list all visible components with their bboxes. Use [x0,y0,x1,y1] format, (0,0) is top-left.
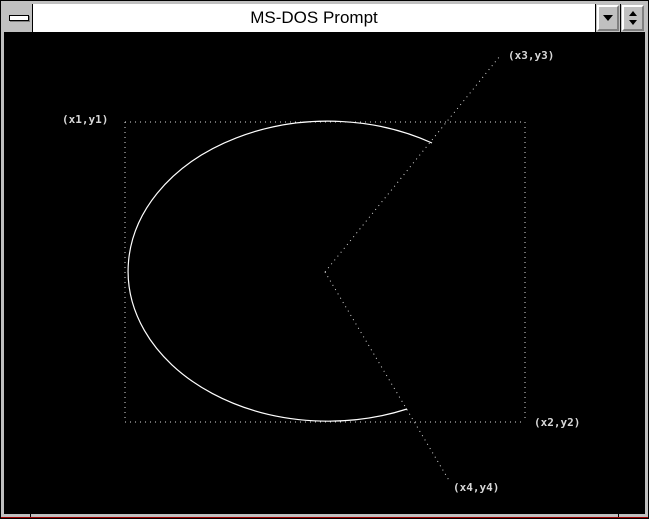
title-bar[interactable]: MS-DOS Prompt [4,4,645,33]
window-bottom-border[interactable] [1,514,648,518]
label-x1-y1: (x1,y1) [62,113,109,126]
chevron-down-icon [603,15,613,21]
system-menu-icon [9,15,29,21]
label-x3-y3: (x3,y3) [508,49,555,62]
arc-drawing [124,55,526,483]
dos-output-area[interactable]: (x1,y1) (x2,y2) (x3,y3) (x4,y4) [4,33,645,514]
elliptical-arc [127,120,433,422]
window-title: MS-DOS Prompt [250,8,378,27]
restore-arrows-icon [629,11,637,25]
bounding-rectangle [124,121,526,423]
system-menu-button[interactable] [4,4,33,32]
restore-button[interactable] [620,4,645,32]
radial-guides [324,55,501,483]
label-x2-y2: (x2,y2) [534,416,581,429]
minimize-button[interactable] [595,4,620,32]
label-x4-y4: (x4,y4) [453,481,500,494]
